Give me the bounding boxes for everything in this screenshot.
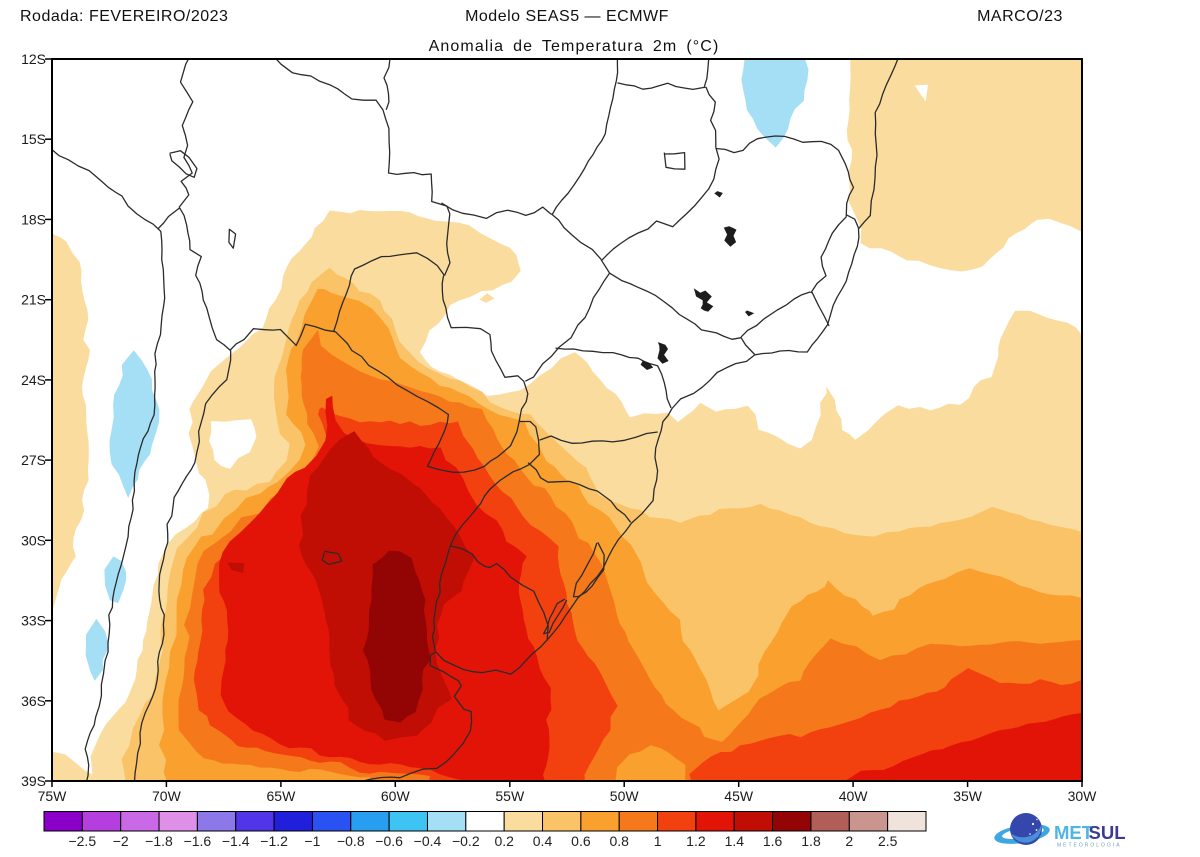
svg-text:2.5: 2.5	[878, 833, 898, 849]
svg-text:30S: 30S	[21, 532, 46, 548]
svg-text:−2: −2	[113, 833, 129, 849]
svg-text:55W: 55W	[495, 788, 525, 804]
svg-text:24S: 24S	[21, 372, 46, 388]
svg-text:1: 1	[654, 833, 662, 849]
svg-text:45W: 45W	[724, 788, 754, 804]
svg-text:1.6: 1.6	[763, 833, 783, 849]
svg-text:18S: 18S	[21, 211, 46, 227]
svg-text:Anomalia de Temperatura 2m (°C: Anomalia de Temperatura 2m (°C)	[429, 38, 720, 55]
svg-text:−0.8: −0.8	[337, 833, 365, 849]
svg-text:0.8: 0.8	[609, 833, 629, 849]
svg-text:2: 2	[845, 833, 853, 849]
svg-text:−0.4: −0.4	[414, 833, 442, 849]
svg-text:MARCO/23: MARCO/23	[977, 8, 1063, 25]
svg-text:30W: 30W	[1068, 788, 1098, 804]
svg-text:35W: 35W	[953, 788, 983, 804]
svg-text:−2.5: −2.5	[68, 833, 96, 849]
svg-text:1.4: 1.4	[725, 833, 745, 849]
svg-text:−0.2: −0.2	[452, 833, 480, 849]
svg-text:0.6: 0.6	[571, 833, 591, 849]
svg-text:−1.6: −1.6	[184, 833, 212, 849]
svg-text:12S: 12S	[21, 51, 46, 67]
svg-text:Rodada: FEVEREIRO/2023: Rodada: FEVEREIRO/2023	[20, 8, 228, 25]
svg-text:15S: 15S	[21, 131, 46, 147]
svg-text:0.4: 0.4	[533, 833, 553, 849]
svg-text:70W: 70W	[152, 788, 182, 804]
svg-text:33S: 33S	[21, 613, 46, 629]
svg-text:−1.8: −1.8	[145, 833, 173, 849]
svg-text:MET: MET	[1054, 822, 1094, 843]
svg-text:1.2: 1.2	[686, 833, 706, 849]
svg-text:65W: 65W	[267, 788, 297, 804]
svg-text:50W: 50W	[610, 788, 640, 804]
svg-text:21S: 21S	[21, 292, 46, 308]
svg-text:60W: 60W	[381, 788, 411, 804]
svg-text:75W: 75W	[38, 788, 68, 804]
svg-text:METEOROLOGIA: METEOROLOGIA	[1057, 843, 1122, 849]
svg-text:27S: 27S	[21, 452, 46, 468]
svg-text:36S: 36S	[21, 693, 46, 709]
svg-text:39S: 39S	[21, 773, 46, 789]
svg-text:40W: 40W	[839, 788, 869, 804]
svg-text:−0.6: −0.6	[375, 833, 403, 849]
svg-text:0.2: 0.2	[494, 833, 514, 849]
svg-text:Modelo SEAS5 — ECMWF: Modelo SEAS5 — ECMWF	[465, 8, 669, 25]
svg-text:1.8: 1.8	[801, 833, 821, 849]
svg-text:−1.4: −1.4	[222, 833, 250, 849]
svg-text:SUL: SUL	[1089, 822, 1126, 843]
svg-text:−1: −1	[304, 833, 320, 849]
svg-text:−1.2: −1.2	[260, 833, 288, 849]
